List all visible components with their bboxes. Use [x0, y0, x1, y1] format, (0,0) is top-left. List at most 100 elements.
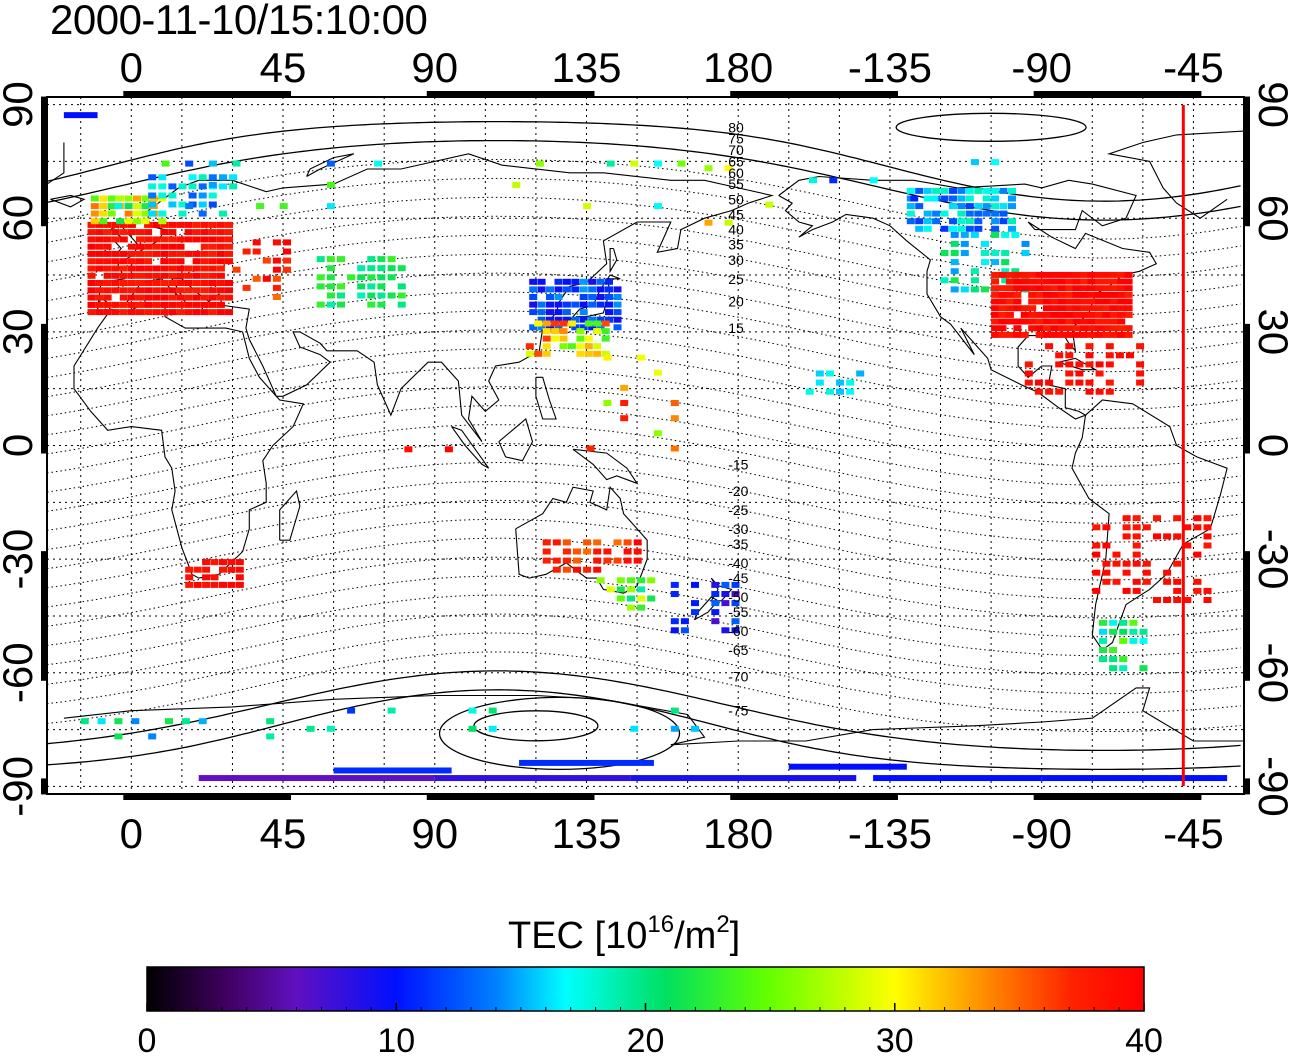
tec-cell: [1102, 318, 1111, 325]
tec-cell: [576, 335, 585, 342]
tec-cell: [982, 187, 991, 194]
tec-cell: [99, 210, 108, 217]
tec-cell: [1132, 533, 1141, 540]
tec-cell: [1072, 318, 1081, 325]
tec-cell: [731, 591, 740, 597]
tec-cell: [148, 174, 157, 181]
contour-line: [47, 443, 1241, 524]
tec-cell: [529, 278, 538, 285]
tec-cell: [176, 287, 185, 294]
tec-cell: [133, 203, 141, 210]
tec-cell: [208, 243, 217, 250]
tec-cell: [235, 559, 244, 566]
tec-cell: [262, 257, 271, 264]
tec-cell: [208, 258, 217, 265]
tec-cell: [616, 586, 625, 593]
tec-cell: [637, 577, 646, 584]
tec-cell: [999, 203, 1008, 210]
tec-cell: [87, 236, 96, 243]
tec-cell: [347, 707, 356, 714]
tec-cell: [559, 328, 568, 335]
tec-cell: [546, 316, 554, 323]
contour-line: [47, 159, 1241, 240]
tec-cell: [1035, 285, 1044, 292]
tec-cell: [144, 243, 153, 250]
tec-cell: [168, 229, 177, 236]
tec-cell: [124, 218, 133, 225]
tec-cell: [593, 566, 602, 573]
tec-cell: [1065, 291, 1074, 298]
tec-cell: [960, 286, 969, 293]
tec-cell: [923, 218, 932, 225]
tec-cell: [377, 256, 386, 263]
tec-cell: [168, 301, 177, 308]
tec-cell: [601, 320, 610, 327]
tec-cell: [200, 229, 209, 236]
tec-cell: [950, 240, 959, 247]
tec-cell: [227, 566, 236, 573]
tec-cell: [613, 324, 622, 331]
tec-cell: [957, 203, 966, 210]
tec-cell: [1024, 379, 1033, 386]
tec-cell: [1139, 628, 1148, 635]
tec-cell: [765, 201, 774, 208]
tec-cell: [1142, 569, 1151, 576]
tec-cell: [546, 286, 554, 293]
tec-cell: [1124, 291, 1133, 298]
tec-cell: [731, 618, 740, 625]
tec-cell: [670, 707, 679, 714]
tec-cell: [184, 280, 193, 286]
coast-sumatra: [451, 426, 490, 469]
tec-cell: [176, 243, 185, 250]
tec-cell: [200, 243, 209, 250]
tec-cell: [825, 370, 834, 377]
tec-cell: [144, 250, 153, 257]
tec-cell: [721, 600, 730, 607]
tec-cell: [623, 548, 632, 555]
tec-cell: [188, 192, 197, 199]
tec-cell: [1139, 637, 1148, 644]
tec-cell: [160, 250, 169, 257]
tec-cell: [1126, 352, 1134, 359]
tec-cell: [133, 195, 141, 202]
tec-cell: [1109, 628, 1118, 635]
tec-cell: [235, 574, 244, 581]
tec-cell: [95, 287, 104, 294]
tec-cell: [542, 548, 551, 555]
tec-cell: [991, 159, 1000, 166]
tec-cell: [87, 221, 96, 228]
tec-cell: [119, 250, 128, 257]
tec-cell: [152, 221, 161, 228]
tec-cell: [208, 174, 217, 181]
tec-cell: [910, 195, 919, 202]
tec-cell: [542, 350, 551, 357]
tec-cell: [1035, 271, 1044, 278]
tec-cell: [537, 301, 546, 308]
tec-cell: [1043, 325, 1051, 332]
tec-cell: [1005, 271, 1014, 278]
tec-cell: [633, 557, 642, 564]
contour-line: [47, 291, 1241, 373]
tec-cell: [367, 265, 376, 272]
contour-line: [47, 139, 1241, 221]
contour-line: [47, 120, 1241, 202]
tec-cell: [136, 236, 144, 243]
tec-cell: [554, 294, 563, 300]
lat-label-right: 30: [1250, 308, 1292, 355]
tec-cell: [144, 229, 153, 236]
tec-cell: [178, 210, 187, 217]
tec-cell: [136, 294, 144, 301]
tec-cell: [999, 218, 1008, 225]
tec-cell: [1117, 318, 1126, 325]
tec-cell: [184, 301, 193, 308]
tec-cell: [160, 221, 169, 228]
tec-cell: [1109, 285, 1118, 292]
tec-cell: [957, 225, 966, 232]
tec-cell: [111, 221, 120, 228]
tec-cell: [1050, 278, 1059, 285]
contour-label: -75: [728, 703, 748, 719]
tec-cell: [1057, 331, 1066, 338]
tec-cell: [202, 581, 211, 588]
lat-label-right: 90: [1250, 81, 1292, 128]
tec-cell: [160, 229, 169, 236]
